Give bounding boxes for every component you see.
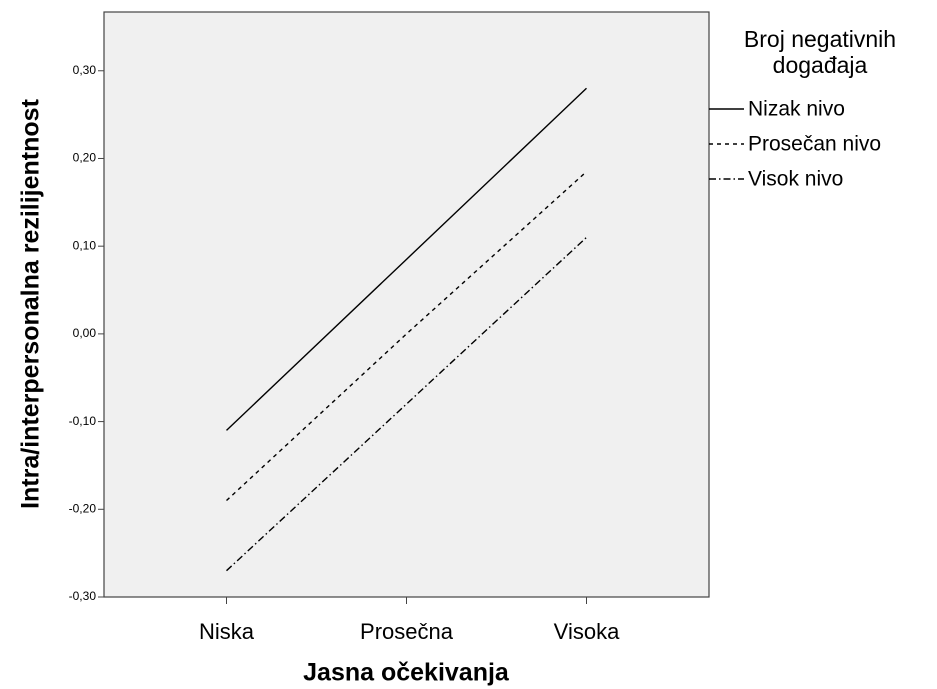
- y-tick-label: -0,20: [69, 501, 97, 515]
- y-axis-label: Intra/interpersonalna rezilijentnost: [17, 98, 45, 508]
- legend-label: Prosečan nivo: [748, 133, 881, 156]
- y-tick-label: 0,00: [73, 326, 97, 340]
- y-tick-label: 0,10: [73, 238, 97, 252]
- x-tick-label: Niska: [199, 619, 255, 644]
- legend-label: Nizak nivo: [748, 98, 845, 121]
- x-tick-label: Visoka: [554, 619, 620, 644]
- x-axis-label: Jasna očekivanja: [303, 659, 510, 687]
- series-line: [226, 171, 587, 502]
- plot-area: [103, 11, 710, 598]
- series-line: [226, 87, 587, 431]
- series-line: [226, 236, 587, 572]
- y-tick-label: -0,30: [69, 589, 97, 603]
- y-tick-label: 0,20: [73, 151, 97, 165]
- x-tick-label: Prosečna: [360, 619, 454, 644]
- y-tick-label: -0,10: [69, 414, 97, 428]
- legend-label: Visok nivo: [748, 168, 843, 191]
- legend-title: Broj negativnih događaja: [743, 26, 897, 78]
- y-tick-label: 0,30: [73, 63, 97, 77]
